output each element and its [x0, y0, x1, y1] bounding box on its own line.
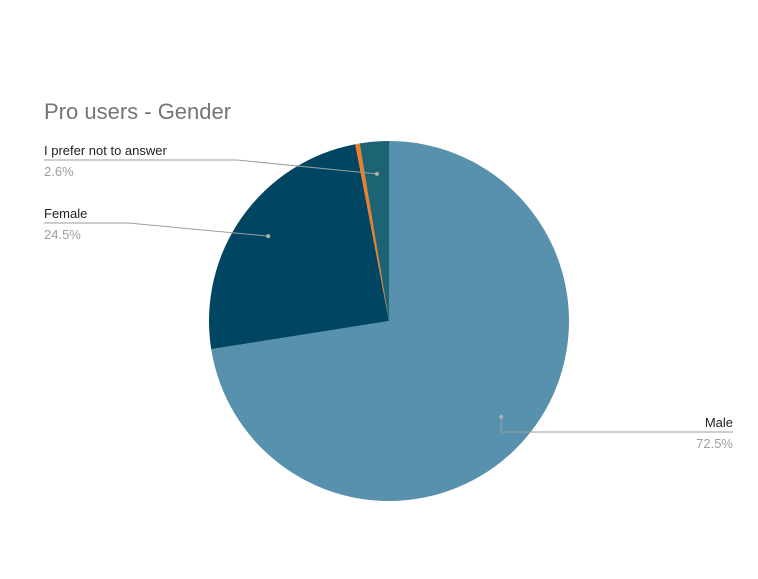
slice-name-label: Female: [44, 206, 87, 221]
chart-title: Pro users - Gender: [44, 99, 232, 124]
leader-line: [44, 159, 378, 175]
slice-value-label: 2.6%: [44, 164, 74, 179]
labels-layer: Male 72.5% Female 24.5% I prefer not to answ…: [44, 143, 733, 451]
slice-label-i-prefer-not-to-answer: I prefer not to answer 2.6%: [44, 143, 379, 179]
pie-slice-male: [211, 141, 570, 501]
pie-slice-i-prefer-not-to-answer: [359, 141, 389, 321]
leader-dot: [375, 171, 379, 176]
leader-dot: [266, 234, 271, 239]
slices-layer: [209, 141, 570, 501]
leader-line: [500, 416, 733, 433]
slice-name-label: I prefer not to answer: [44, 143, 168, 158]
slice-value-label: 72.5%: [696, 436, 733, 451]
slice-name-label: Male: [705, 415, 733, 430]
leader-dot: [499, 414, 504, 419]
pie-slice-unlabeled-2: [355, 143, 389, 321]
slice-label-female: Female 24.5%: [44, 206, 271, 242]
pie-slice-female: [209, 144, 389, 350]
leader-line: [44, 222, 269, 237]
slice-label-male: Male 72.5%: [499, 414, 733, 451]
slice-value-label: 24.5%: [44, 227, 81, 242]
